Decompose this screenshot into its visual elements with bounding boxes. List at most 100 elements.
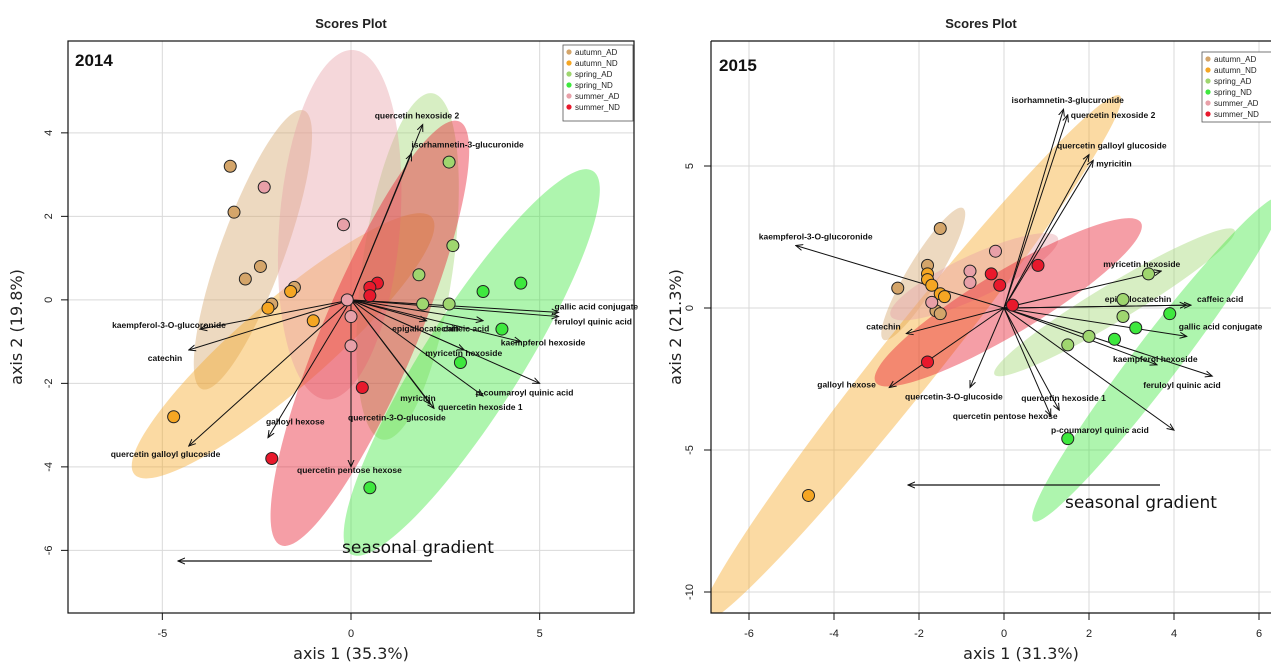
point-spring-nd bbox=[1129, 321, 1143, 335]
ellipse-autumn-ad bbox=[193, 109, 313, 390]
loading-label-kaempferol-3-o-glucoronide: kaempferol-3-O-glucoronide bbox=[112, 320, 226, 330]
x-tick-label: -4 bbox=[829, 628, 839, 640]
ellipse-autumn-nd bbox=[131, 213, 435, 479]
x-tick-label: -2 bbox=[914, 628, 924, 640]
seasonal-gradient-annotation: seasonal gradient bbox=[178, 538, 494, 561]
loading-label-isorhamnetin-3-glucuronide: isorhamnetin-3-glucuronide bbox=[411, 140, 524, 150]
legend-box bbox=[562, 44, 634, 122]
x-tick-label: -5 bbox=[157, 628, 167, 640]
y-tick-label: 2 bbox=[43, 213, 55, 219]
chart-title-2014: Scores Plot bbox=[315, 16, 387, 31]
loading-label-quercetin-hexoside-1: quercetin hexoside 1 bbox=[1021, 393, 1106, 403]
chart-title-2015: Scores Plot bbox=[945, 16, 1017, 31]
point-autumn-ad bbox=[238, 272, 252, 286]
point-spring-nd bbox=[476, 285, 490, 299]
loading-label-myricetin-hexoside: myricetin hexoside bbox=[1103, 259, 1180, 269]
grid bbox=[711, 41, 1271, 613]
point-autumn-nd bbox=[802, 488, 815, 502]
legend-swatch-spring-nd bbox=[566, 82, 572, 88]
point-spring-ad bbox=[442, 155, 456, 169]
point-summer-nd bbox=[1006, 298, 1019, 312]
point-autumn-ad bbox=[223, 159, 237, 173]
point-autumn-nd bbox=[284, 285, 298, 299]
loading-arrow-quercetin-hexoside-1 bbox=[1003, 307, 1059, 410]
legend: autumn_AD autumn_ND spring_AD spring_NDsumm… bbox=[1201, 51, 1271, 123]
point-spring-ad bbox=[1082, 329, 1096, 343]
ellipse-spring-ad bbox=[356, 93, 459, 440]
legend-label-spring-ad: spring_AD bbox=[575, 70, 613, 79]
loading-arrow-feruloyl-quinic-acid bbox=[350, 299, 559, 317]
legend-label-spring-nd: spring_ND bbox=[575, 81, 613, 90]
legend: autumn_AD autumn_ND spring_AD spring_NDsumm… bbox=[562, 44, 634, 122]
loading-vectors: quercetin hexoside 2 isorhamnetin-3-glucu… bbox=[111, 111, 639, 475]
loading-arrow-caffeic-acid bbox=[350, 299, 483, 321]
panel-label-2014: 2014 bbox=[75, 51, 113, 70]
point-spring-ad bbox=[1061, 338, 1075, 352]
point-autumn-ad bbox=[891, 281, 905, 295]
legend-swatch-autumn-ad bbox=[566, 49, 572, 55]
point-spring-ad bbox=[412, 268, 426, 282]
loading-label-catechin: catechin bbox=[148, 353, 183, 363]
point-spring-ad bbox=[442, 297, 456, 311]
legend-swatch-autumn-nd bbox=[566, 60, 572, 66]
loading-label-myricetin-hexoside: myricetin hexoside bbox=[425, 348, 502, 358]
loading-label-isorhamnetin-3-glucuronide: isorhamnetin-3-glucuronide bbox=[1012, 95, 1125, 105]
point-spring-nd bbox=[1163, 307, 1177, 321]
y-axis-label-2015: axis 2 (21.3%) bbox=[666, 269, 685, 385]
ellipse-spring-nd bbox=[1032, 196, 1271, 522]
y-tick-label: -5 bbox=[684, 445, 696, 455]
plot-frame bbox=[710, 40, 1271, 614]
x-axis-label-2015: axis 1 (31.3%) bbox=[963, 644, 1079, 663]
loading-arrow-quercetin-galloyl-glucoside bbox=[1003, 155, 1089, 309]
point-summer-ad bbox=[336, 218, 350, 232]
legend-label-autumn-ad: autumn_AD bbox=[575, 48, 617, 57]
loading-arrow-myricetin-hexoside bbox=[1003, 271, 1161, 309]
y-tick-label: 4 bbox=[43, 130, 55, 136]
loading-vectors: isorhamnetin-3-glucuronide quercetin hexo… bbox=[759, 95, 1263, 435]
y-tick-label: 0 bbox=[43, 297, 55, 303]
loading-arrow-galloyl-hexose bbox=[268, 299, 352, 438]
point-spring-nd bbox=[514, 276, 528, 290]
panel-label-2015: 2015 bbox=[719, 56, 757, 75]
point-autumn-nd bbox=[261, 301, 275, 315]
point-spring-ad bbox=[416, 297, 430, 311]
loading-arrow-p-coumaroyl-quinic-acid bbox=[350, 299, 540, 384]
legend-swatch-spring-nd bbox=[1205, 89, 1211, 95]
legend-swatch-spring-ad bbox=[566, 71, 572, 77]
loading-label-quercetin-hexoside-1: quercetin hexoside 1 bbox=[438, 402, 523, 412]
x-tick-label: 6 bbox=[1256, 628, 1262, 640]
seasonal-gradient-annotation: seasonal gradient bbox=[908, 485, 1217, 513]
point-autumn-ad bbox=[933, 221, 947, 235]
legend-swatch-summer-nd bbox=[566, 104, 572, 110]
loading-label-caffeic-acid: caffeic acid bbox=[1197, 294, 1243, 304]
point-spring-nd bbox=[1108, 332, 1121, 346]
loading-arrow-p-coumaroyl-quinic-acid bbox=[1003, 307, 1174, 430]
point-autumn-nd bbox=[167, 410, 181, 424]
legend-swatch-summer-nd bbox=[1205, 111, 1211, 117]
loading-label-quercetin-3-o-glucoside: quercetin-3-O-glucoside bbox=[905, 392, 1003, 402]
loading-label-gallic-acid-conjugate: gallic acid conjugate bbox=[1179, 321, 1263, 331]
gradient-label: seasonal gradient bbox=[342, 538, 494, 558]
legend-label-summer-ad: summer_AD bbox=[575, 92, 620, 101]
loading-arrow-isorhamnetin-3-glucuronide bbox=[1003, 109, 1064, 309]
point-summer-ad bbox=[257, 180, 271, 194]
loading-label-catechin: catechin bbox=[866, 322, 901, 332]
loading-arrow-quercetin-3-o-glucoside bbox=[350, 299, 434, 409]
point-autumn-ad bbox=[933, 307, 947, 321]
score-points bbox=[167, 155, 528, 495]
y-tick-label: -10 bbox=[684, 584, 696, 600]
gradient-label: seasonal gradient bbox=[1065, 493, 1217, 513]
ellipse-spring-ad bbox=[994, 228, 1235, 377]
legend-swatch-summer-ad bbox=[566, 93, 572, 99]
point-summer-nd bbox=[355, 381, 369, 395]
ellipse-spring-nd bbox=[343, 169, 600, 556]
loading-arrow-feruloyl-quinic-acid bbox=[1003, 307, 1212, 376]
loading-arrow-myricitin bbox=[1003, 160, 1093, 309]
x-tick-label: -6 bbox=[744, 628, 754, 640]
point-summer-nd bbox=[363, 289, 377, 303]
loading-arrow-kaempferol-hexoside bbox=[350, 299, 521, 342]
legend-swatch-summer-ad bbox=[1205, 100, 1211, 106]
loading-label-kaempferol-3-o-glucoronide: kaempferol-3-O-glucoronide bbox=[759, 232, 873, 242]
loading-arrow-caffeic-acid bbox=[1003, 305, 1191, 308]
